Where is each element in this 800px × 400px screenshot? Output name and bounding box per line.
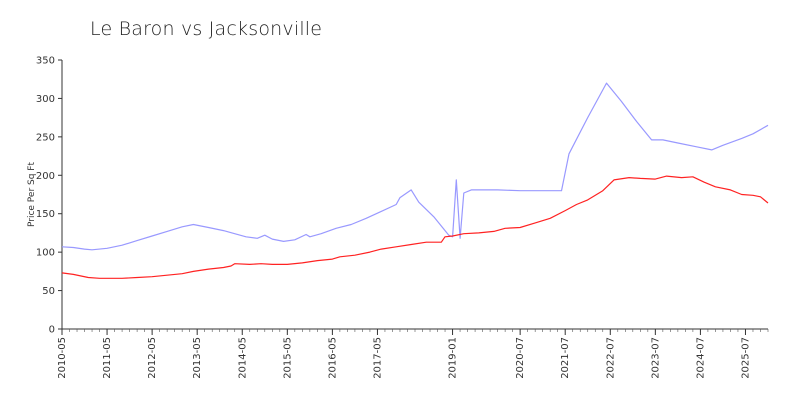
x-tick-label: 2020-07 (515, 337, 526, 379)
x-tick-label: 2024-07 (695, 337, 706, 379)
series-line-1 (61, 82, 769, 251)
x-tick-label: 2017-05 (372, 337, 383, 379)
y-tick-label: 200 (36, 171, 55, 182)
x-tick-label: 2011-05 (102, 337, 113, 379)
x-tick-label: 2012-05 (147, 337, 158, 379)
y-tick-label: 50 (42, 286, 55, 297)
y-tick-label: 0 (49, 325, 55, 336)
y-tick-label: 250 (36, 132, 55, 143)
x-tick-label: 2013-05 (192, 337, 203, 379)
x-tick-label: 2021-07 (560, 337, 571, 379)
y-tick-label: 300 (36, 94, 55, 105)
chart-title: Le Baron vs Jacksonville (90, 18, 323, 40)
x-tick-label: 2016-05 (327, 337, 338, 379)
y-axis-title: Price Per Sq Ft (27, 162, 37, 227)
x-tick-label: 2023-07 (650, 337, 661, 379)
y-tick-label: 150 (36, 209, 55, 220)
y-tick-label: 100 (36, 248, 55, 259)
x-tick-label: 2022-07 (605, 337, 616, 379)
x-tick-label: 2010-05 (57, 337, 68, 379)
y-tick-label: 350 (36, 56, 55, 67)
x-tick-label: 2019-01 (448, 337, 459, 379)
x-tick-label: 2015-05 (282, 337, 293, 379)
series-line-2 (61, 175, 769, 279)
x-tick-label: 2025-07 (740, 337, 751, 379)
x-tick-label: 2014-05 (237, 337, 248, 379)
